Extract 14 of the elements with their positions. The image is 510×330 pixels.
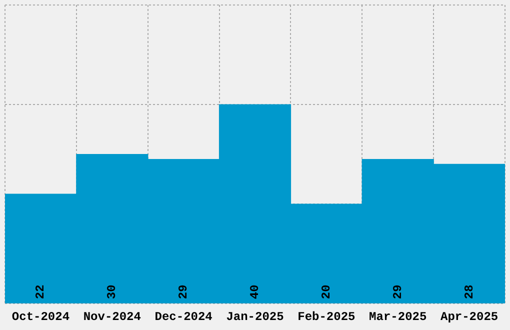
data-label: 28 xyxy=(462,284,476,300)
x-tick-label: Feb-2025 xyxy=(298,310,356,324)
x-tick-label: Dec-2024 xyxy=(154,310,212,324)
data-label: 40 xyxy=(248,284,262,300)
data-label: 29 xyxy=(176,284,191,300)
data-label: 29 xyxy=(390,284,405,300)
x-tick-label: Oct-2024 xyxy=(12,310,70,324)
data-label: 20 xyxy=(319,284,334,300)
x-tick-label: Jan-2025 xyxy=(226,310,284,324)
x-tick-label: Mar-2025 xyxy=(369,310,427,324)
data-label: 30 xyxy=(105,284,120,300)
x-tick-label: Apr-2025 xyxy=(440,310,498,324)
x-tick-label: Nov-2024 xyxy=(83,310,141,324)
data-label: 22 xyxy=(34,284,48,300)
